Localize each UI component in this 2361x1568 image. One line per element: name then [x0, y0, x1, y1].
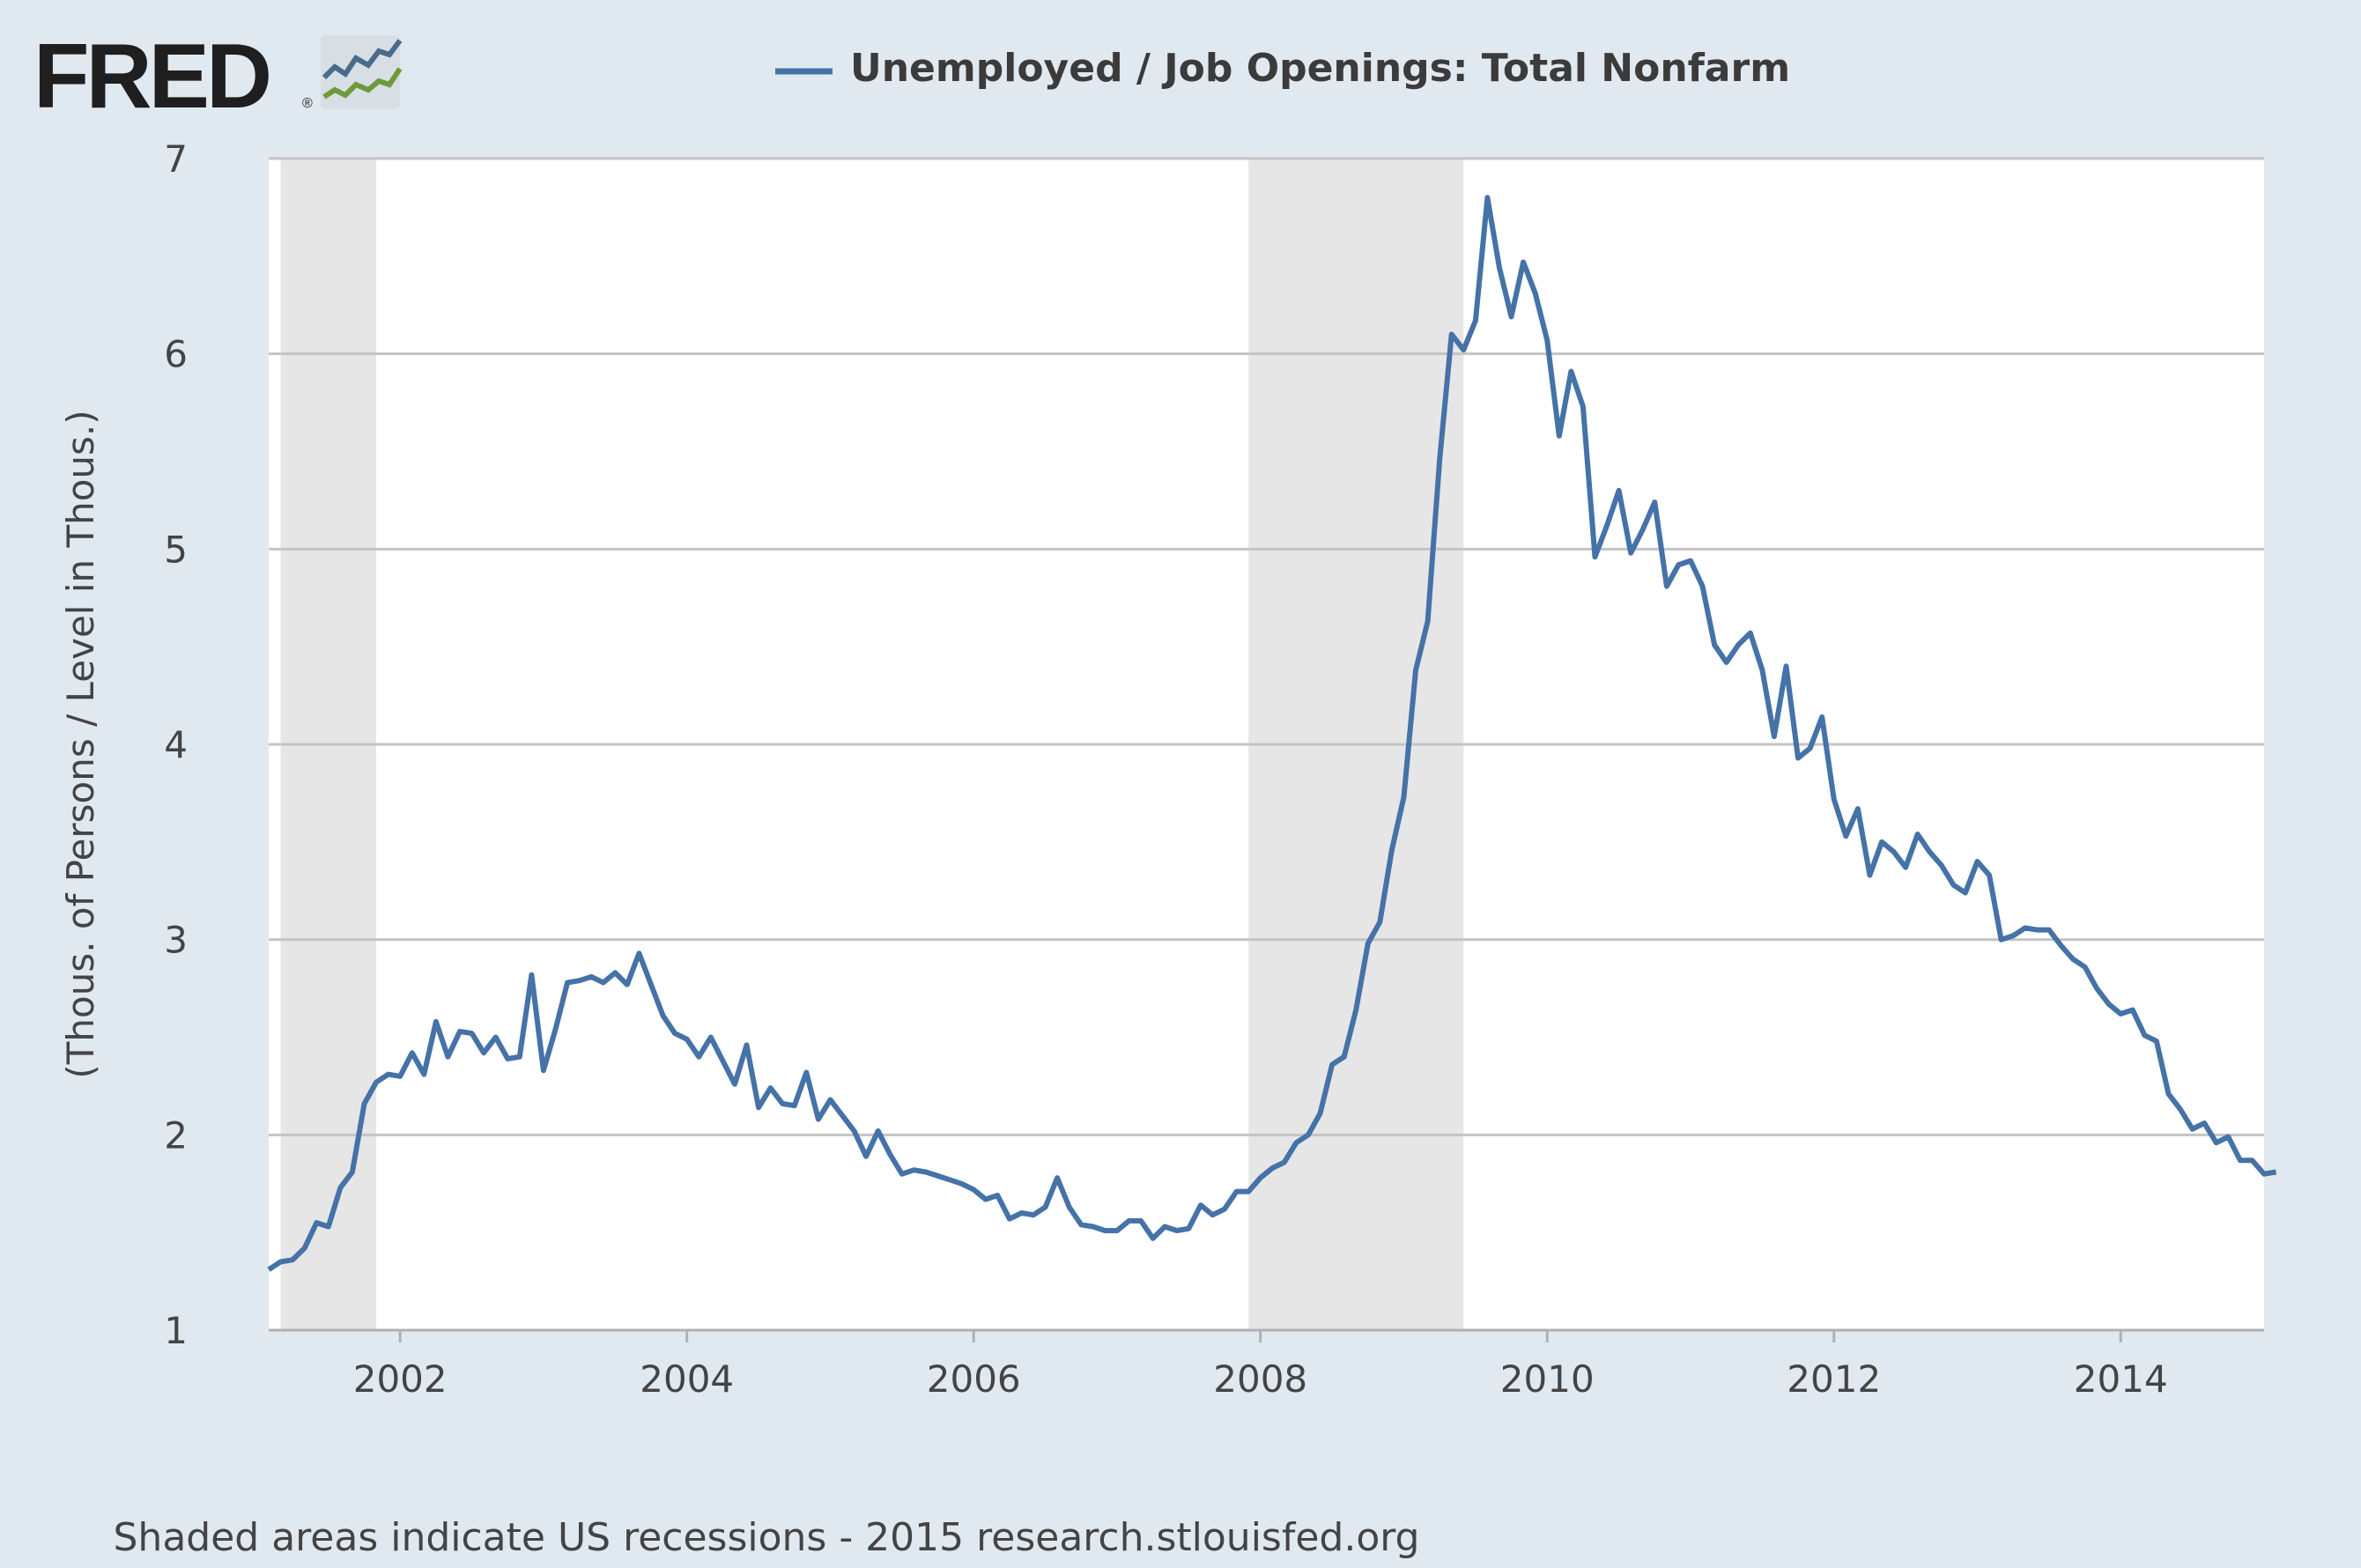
y-axis-label: (Thous. of Persons / Level in Thous.) [59, 410, 102, 1078]
y-tick-label: 4 [164, 723, 188, 766]
x-tick-label: 2014 [2074, 1357, 2168, 1401]
y-tick-label: 1 [164, 1309, 188, 1352]
series-group [267, 195, 2277, 1272]
y-tick-label: 3 [164, 919, 188, 962]
footer-note: Shaded areas indicate US recessions - 20… [114, 1515, 1420, 1560]
x-tick-label: 2010 [1500, 1357, 1595, 1401]
x-tick-label: 2012 [1787, 1357, 1881, 1401]
registered-mark: ® [302, 96, 313, 111]
x-tick-label: 2006 [927, 1357, 1021, 1401]
fred-logo-text: FRED [33, 26, 269, 128]
fred-logo-graph-icon [321, 35, 403, 109]
y-tick-label: 5 [164, 528, 188, 571]
x-axis: 2002 2004 2006 2008 2010 2012 2014 [269, 1328, 2264, 1401]
x-tick-label: 2004 [640, 1357, 734, 1401]
y-tick-label: 6 [164, 333, 188, 376]
y-tick-label: 2 [164, 1113, 188, 1157]
x-tick-label: 2002 [353, 1357, 448, 1401]
series-line [267, 195, 2277, 1272]
x-tick-label: 2008 [1213, 1357, 1307, 1401]
fred-logo: FRED ® [33, 26, 403, 128]
y-axis: 1 2 3 4 5 6 7 [164, 137, 188, 1352]
legend: Unemployed / Job Openings: Total Nonfarm [775, 46, 1790, 91]
chart-title: Unemployed / Job Openings: Total Nonfarm [850, 46, 1790, 91]
y-tick-label: 7 [164, 137, 188, 181]
